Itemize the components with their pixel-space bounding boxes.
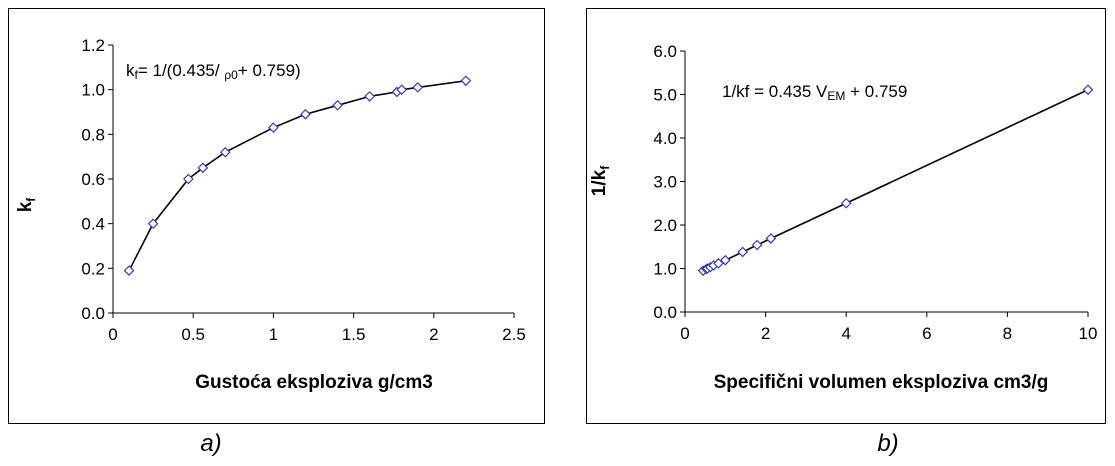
equation-part: k [126, 61, 135, 80]
chart-panel-a: 0.0 0.2 0.4 0.6 0.8 1.0 1.2 0 0.5 1 1.5 2 2.5 Gustoća… [8, 8, 545, 424]
y-tick-label: 0.8 [81, 125, 105, 144]
chart-panel-b: 0.0 1.0 2.0 3.0 4.0 5.0 6.0 0 2 4 6 8 10 Specifični v… [586, 8, 1106, 424]
y-axis-title: 1/kf [589, 165, 612, 196]
equation-subscript: EM [827, 89, 845, 103]
equation-annotation: 1/kf = 0.435 VEM + 0.759 [722, 82, 907, 103]
x-tick-label: 0.5 [181, 325, 205, 344]
y-axis-title: kf [15, 197, 38, 213]
caption-b: b) [877, 430, 899, 457]
x-tick-label: 0 [680, 324, 689, 343]
data-point [713, 257, 724, 269]
data-point [412, 82, 424, 93]
equation-symbol: ρ [224, 68, 231, 82]
y-tick-label: 1.0 [653, 260, 677, 279]
y-axis-title-main: 1/k [589, 169, 610, 196]
data-point [332, 99, 343, 111]
data-point [719, 254, 731, 266]
data-point [737, 246, 748, 258]
data-point [840, 197, 852, 209]
y-tick-label: 4.0 [653, 129, 677, 148]
y-tick-label: 0.4 [81, 215, 105, 234]
equation-subscript: 0 [231, 68, 238, 82]
y-tick-label: 1.2 [81, 36, 105, 55]
data-point [396, 84, 408, 96]
data-point [751, 239, 763, 251]
data-point [123, 265, 135, 276]
caption-a: a) [200, 430, 222, 457]
x-tick-label: 4 [841, 324, 850, 343]
y-tick-label: 0.6 [81, 170, 105, 189]
data-point [765, 233, 777, 244]
data-point [1082, 84, 1094, 96]
data-point [460, 75, 472, 87]
y-tick-label: 0.0 [653, 303, 677, 322]
y-tick-label: 6.0 [653, 42, 677, 61]
equation-annotation: kf= 1/(0.435/ ρ0+ 0.759) [126, 61, 301, 82]
x-axis-title: Gustoća eksploziva g/cm3 [195, 372, 433, 393]
equation-part: 1/kf = 0.435 V [722, 82, 828, 101]
y-tick-label: 2.0 [653, 216, 677, 235]
chart-b: 0.0 1.0 2.0 3.0 4.0 5.0 6.0 0 2 4 6 8 10 Specifični v… [589, 42, 1098, 393]
data-point [300, 108, 311, 120]
y-axis-title-main: k [15, 201, 36, 212]
x-tick-label: 0 [108, 325, 117, 344]
x-tick-label: 8 [1003, 324, 1012, 343]
x-tick-label: 6 [922, 324, 931, 343]
x-tick-label: 2 [761, 324, 770, 343]
data-point [364, 91, 375, 102]
y-tick-label: 3.0 [653, 173, 677, 192]
chart-a: 0.0 0.2 0.4 0.6 0.8 1.0 1.2 0 0.5 1 1.5 2 2.5 Gustoća… [15, 36, 526, 393]
x-tick-label: 10 [1079, 324, 1098, 343]
y-tick-label: 1.0 [81, 81, 105, 100]
equation-subscript: f [135, 68, 139, 82]
data-point [268, 122, 279, 133]
equation-part: + 0.759) [238, 61, 301, 80]
x-tick-label: 1 [269, 325, 278, 344]
y-tick-label: 0.2 [81, 259, 105, 278]
y-axis-title-sub: f [598, 165, 612, 170]
y-tick-label: 0.0 [81, 304, 105, 323]
series-line [128, 79, 466, 271]
data-point [197, 162, 209, 174]
x-tick-label: 2.5 [502, 325, 526, 344]
data-point [219, 146, 231, 158]
equation-part: + 0.759 [845, 82, 907, 101]
x-tick-label: 2 [429, 325, 438, 344]
data-point [183, 173, 194, 185]
equation-part: = 1/(0.435/ [138, 61, 224, 80]
x-tick-label: 1.5 [342, 325, 366, 344]
data-point [147, 218, 159, 230]
x-axis-title: Specifični volumen eksploziva cm3/g [714, 372, 1049, 393]
y-axis-title-sub: f [24, 197, 38, 202]
y-tick-label: 5.0 [653, 86, 677, 105]
